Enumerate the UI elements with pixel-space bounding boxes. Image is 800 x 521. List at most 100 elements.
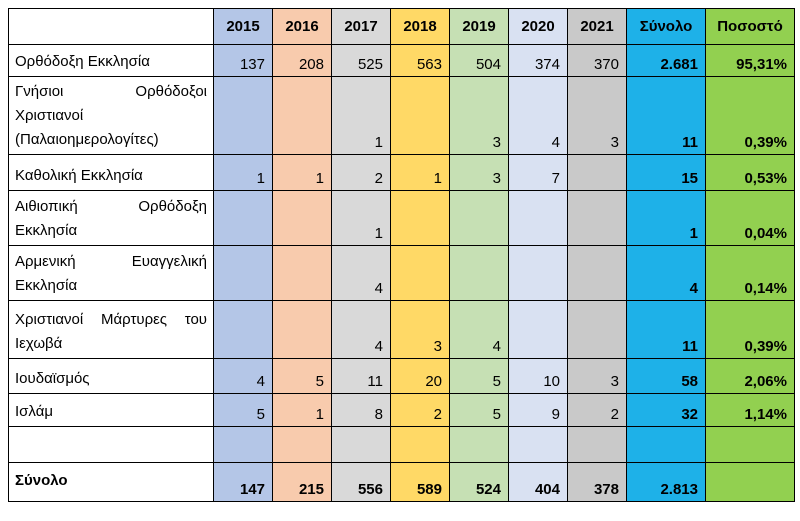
percent-cell: 2,06% [705, 358, 795, 394]
year-value-cell [508, 245, 568, 301]
year-value-cell [508, 300, 568, 359]
row-label: Χριστιανοί Μάρτυρες του Ιεχωβά [8, 300, 214, 359]
percent-cell: 0,04% [705, 190, 795, 246]
table-row: Καθολική Εκκλησία 1 1 2 1 3 7 15 0,53% [8, 154, 795, 191]
year-value-cell: 137 [213, 44, 273, 77]
year-value-cell: 4 [213, 358, 273, 394]
year-value-cell: 4 [331, 245, 391, 301]
year-value-cell: 5 [449, 393, 509, 427]
row-label: Ισλάμ [8, 393, 214, 427]
year-value-cell: 3 [567, 358, 627, 394]
percent-cell: 0,39% [705, 76, 795, 155]
year-value-cell: 1 [213, 154, 273, 191]
column-header: Ποσοστό [705, 8, 795, 45]
year-value-cell [508, 426, 568, 463]
year-value-cell [272, 426, 332, 463]
year-value-cell: 11 [331, 358, 391, 394]
year-value-cell [272, 300, 332, 359]
year-value-cell [449, 190, 509, 246]
year-value-cell: 5 [213, 393, 273, 427]
table-row: Αιθιοπική Ορθόδοξη Εκκλησία 1 1 0,04% [8, 190, 795, 246]
percent-cell: 0,53% [705, 154, 795, 191]
year-value-cell: 4 [508, 76, 568, 155]
total-cell: 58 [626, 358, 706, 394]
year-value-cell: 5 [449, 358, 509, 394]
table-row: Γνήσιοι Ορθόδοξοι Χριστιανοί (Παλαιοημερ… [8, 76, 795, 155]
total-cell: 2.681 [626, 44, 706, 77]
year-value-cell [567, 300, 627, 359]
row-label: Σύνολο [8, 462, 214, 502]
year-value-cell [390, 426, 450, 463]
year-value-cell [508, 190, 568, 246]
total-cell: 11 [626, 300, 706, 359]
year-value-cell: 2 [390, 393, 450, 427]
year-value-cell: 208 [272, 44, 332, 77]
year-value-cell: 215 [272, 462, 332, 502]
year-value-cell: 504 [449, 44, 509, 77]
year-value-cell: 4 [449, 300, 509, 359]
year-value-cell: 1 [272, 154, 332, 191]
year-value-cell [213, 300, 273, 359]
year-value-cell: 556 [331, 462, 391, 502]
year-value-cell [331, 426, 391, 463]
percent-cell: 0,14% [705, 245, 795, 301]
column-header: 2019 [449, 8, 509, 45]
row-label: Αρμενική Ευαγγελική Εκκλησία [8, 245, 214, 301]
year-value-cell: 3 [390, 300, 450, 359]
column-header: 2015 [213, 8, 273, 45]
table-row: Ισλάμ 5 1 8 2 5 9 2 32 1,14% [8, 393, 795, 427]
religion-stats-table: 2015 2016 2017 2018 2019 2020 2021 Σύνολο Ποσοστ… [8, 8, 795, 502]
year-value-cell [390, 190, 450, 246]
column-header: 2016 [272, 8, 332, 45]
year-value-cell [567, 190, 627, 246]
year-value-cell: 1 [331, 76, 391, 155]
column-header: 2017 [331, 8, 391, 45]
year-value-cell: 563 [390, 44, 450, 77]
column-header: 2021 [567, 8, 627, 45]
row-label: Γνήσιοι Ορθόδοξοι Χριστιανοί (Παλαιοημερ… [8, 76, 214, 155]
total-cell: 1 [626, 190, 706, 246]
header-row: 2015 2016 2017 2018 2019 2020 2021 Σύνολο Ποσοστ… [8, 8, 795, 45]
year-value-cell [449, 426, 509, 463]
year-value-cell [272, 190, 332, 246]
year-value-cell [213, 190, 273, 246]
column-header: 2018 [390, 8, 450, 45]
year-value-cell: 525 [331, 44, 391, 77]
year-value-cell: 589 [390, 462, 450, 502]
table-row: Ιουδαϊσμός 4 5 11 20 5 10 3 58 2,06% [8, 358, 795, 394]
table-row [8, 426, 795, 463]
header-corner-cell [8, 8, 214, 45]
year-value-cell: 9 [508, 393, 568, 427]
year-value-cell: 374 [508, 44, 568, 77]
year-value-cell [213, 245, 273, 301]
year-value-cell: 2 [331, 154, 391, 191]
percent-cell [705, 426, 795, 463]
row-label: Ιουδαϊσμός [8, 358, 214, 394]
year-value-cell: 2 [567, 393, 627, 427]
table-row: Χριστιανοί Μάρτυρες του Ιεχωβά 4 3 4 11 0,39% [8, 300, 795, 359]
year-value-cell [567, 245, 627, 301]
table-row: Ορθόδοξη Εκκλησία 137 208 525 563 504 374 370 2.… [8, 44, 795, 77]
row-label: Ορθόδοξη Εκκλησία [8, 44, 214, 77]
year-value-cell [213, 76, 273, 155]
year-value-cell: 1 [390, 154, 450, 191]
percent-cell: 1,14% [705, 393, 795, 427]
year-value-cell [449, 245, 509, 301]
year-value-cell [390, 76, 450, 155]
year-value-cell: 4 [331, 300, 391, 359]
year-value-cell [567, 426, 627, 463]
year-value-cell: 3 [449, 154, 509, 191]
year-value-cell: 147 [213, 462, 273, 502]
year-value-cell: 370 [567, 44, 627, 77]
percent-cell: 0,39% [705, 300, 795, 359]
total-cell [626, 426, 706, 463]
year-value-cell: 1 [272, 393, 332, 427]
table-row: Σύνολο 147 215 556 589 524 404 378 2.813 [8, 462, 795, 502]
year-value-cell [567, 154, 627, 191]
year-value-cell: 378 [567, 462, 627, 502]
total-cell: 11 [626, 76, 706, 155]
year-value-cell [272, 245, 332, 301]
year-value-cell: 3 [449, 76, 509, 155]
percent-cell: 95,31% [705, 44, 795, 77]
total-cell: 15 [626, 154, 706, 191]
